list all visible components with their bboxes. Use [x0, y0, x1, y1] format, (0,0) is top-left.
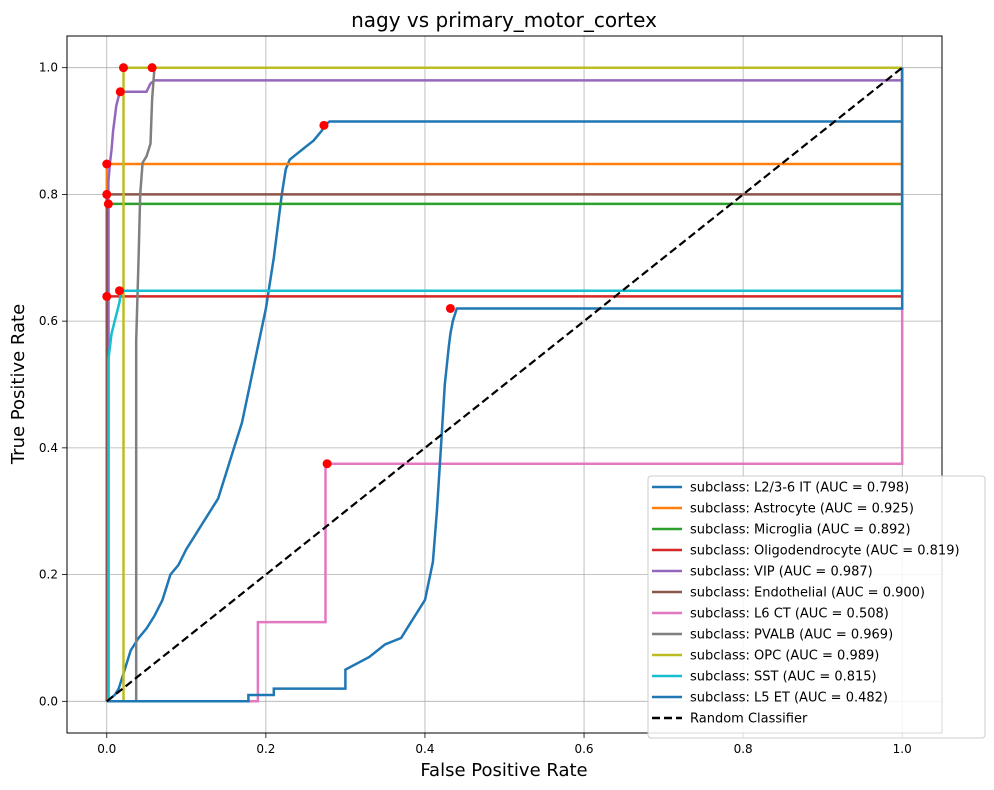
plot-frame: [66, 35, 943, 734]
random-classifier-line: [106, 66, 903, 703]
legend-label: subclass: Astrocyte (AUC = 0.925): [690, 502, 914, 517]
legend-label: subclass: Microglia (AUC = 0.892): [690, 523, 911, 538]
optimal-points: [102, 63, 455, 469]
optimal-threshold-point: [102, 291, 112, 301]
legend-box: [647, 475, 986, 739]
optimal-threshold-point: [319, 120, 329, 130]
chart-title: nagy vs primary_motor_cortex: [351, 8, 657, 32]
roc-curve-6: [106, 67, 904, 703]
optimal-threshold-point: [102, 189, 112, 199]
roc-curve-10: [106, 67, 904, 703]
x-tick-label: 0.6: [574, 742, 593, 756]
legend-label: subclass: L5 ET (AUC = 0.482): [690, 691, 888, 706]
y-tick-label: 0.6: [39, 314, 58, 328]
legend-label: subclass: Endothelial (AUC = 0.900): [690, 586, 925, 601]
x-tick-label: 0.4: [415, 742, 434, 756]
legend-label: subclass: SST (AUC = 0.815): [690, 670, 877, 685]
y-tick-label: 0.0: [39, 694, 58, 708]
ticks: 0.0 0.2 0.4 0.6 0.8 1.0 0.0 0.2 0.4 0.6 0.8 1.0: [39, 61, 912, 756]
x-tick-label: 1.0: [893, 742, 912, 756]
optimal-threshold-point: [445, 303, 455, 313]
legend: subclass: L2/3-6 IT (AUC = 0.798) subclas…: [647, 475, 986, 739]
legend-label: subclass: PVALB (AUC = 0.969): [690, 628, 893, 643]
optimal-threshold-point: [103, 199, 113, 209]
y-tick-label: 1.0: [39, 61, 58, 75]
legend-label: subclass: Oligodendrocyte (AUC = 0.819): [690, 544, 960, 559]
x-tick-label: 0.8: [734, 742, 753, 756]
legend-label: subclass: OPC (AUC = 0.989): [690, 649, 879, 664]
x-tick-label: 0.0: [97, 742, 116, 756]
x-tick-label: 0.2: [256, 742, 275, 756]
optimal-threshold-point: [102, 159, 112, 169]
y-axis-title: True Positive Rate: [8, 304, 29, 465]
roc-curve-0: [106, 67, 904, 703]
x-axis-title: False Positive Rate: [420, 760, 587, 781]
roc-curve-7: [106, 66, 903, 703]
optimal-threshold-point: [322, 459, 332, 469]
legend-label: subclass: VIP (AUC = 0.987): [690, 565, 873, 580]
optimal-threshold-point: [115, 87, 125, 97]
optimal-threshold-point: [147, 63, 157, 73]
optimal-threshold-point: [115, 286, 124, 296]
y-tick-label: 0.4: [39, 441, 58, 455]
y-tick-label: 0.2: [39, 568, 58, 582]
y-tick-label: 0.8: [39, 187, 58, 201]
legend-label: subclass: L2/3-6 IT (AUC = 0.798): [690, 481, 909, 496]
legend-label: Random Classifier: [690, 712, 808, 727]
optimal-threshold-point: [118, 63, 128, 73]
legend-label: subclass: L6 CT (AUC = 0.508): [690, 607, 889, 622]
